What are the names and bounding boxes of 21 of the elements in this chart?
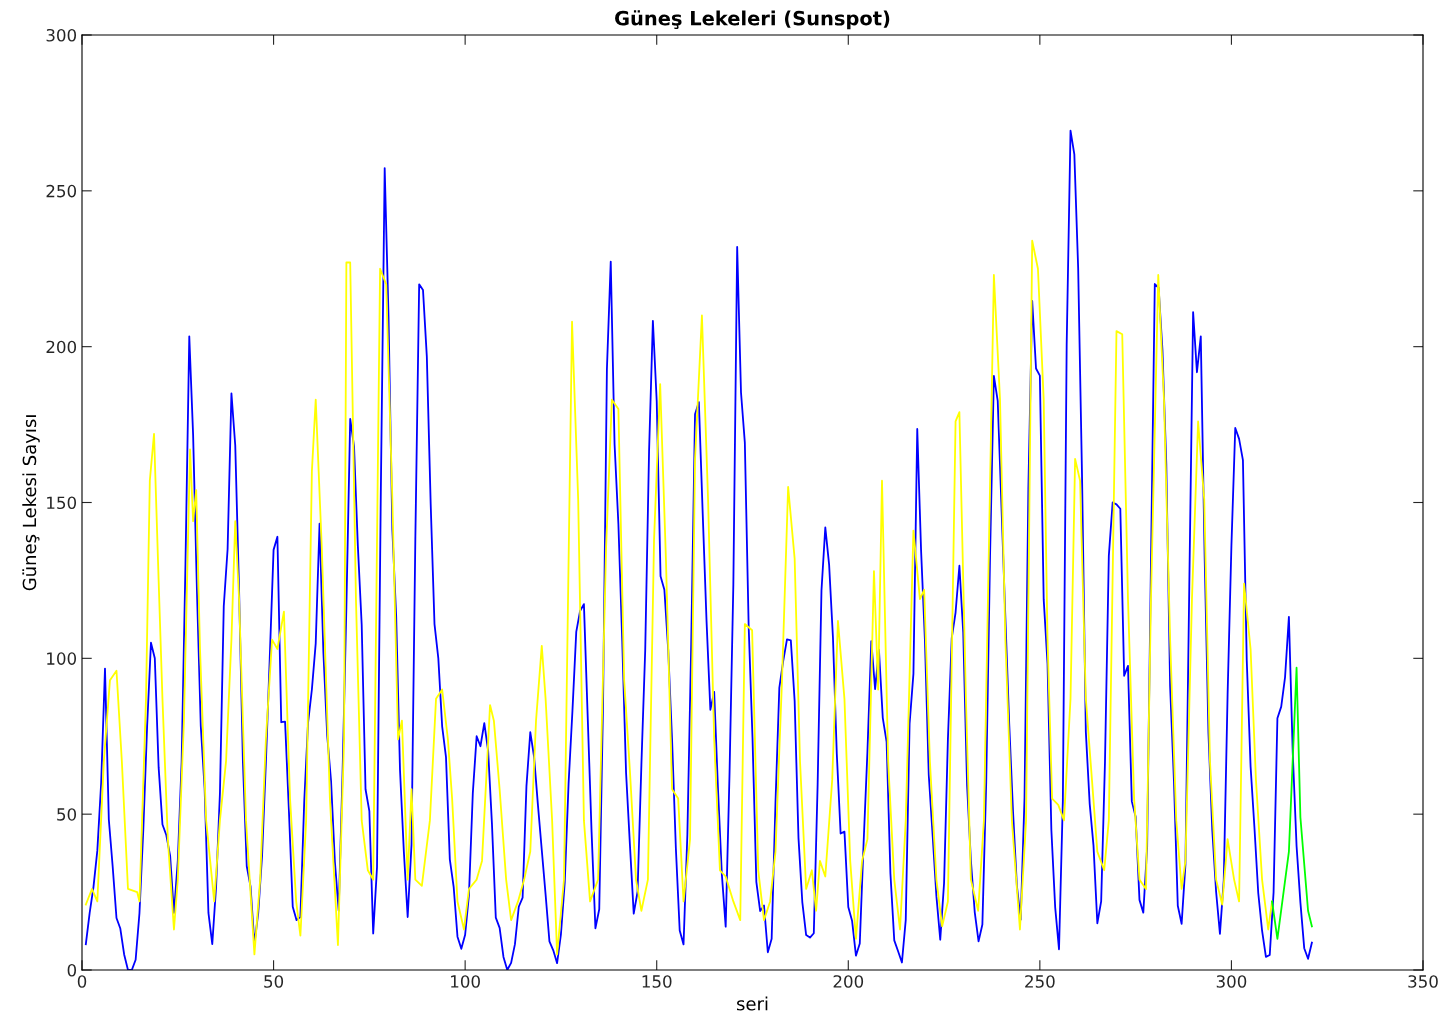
x-tick-label: 150	[642, 975, 672, 988]
y-tick-label: 150	[47, 496, 77, 510]
x-axis-title: seri	[737, 996, 768, 1011]
y-tick-label: 200	[46, 340, 77, 354]
line-series	[1271, 666, 1313, 940]
y-tick-label: 0	[67, 963, 77, 977]
x-tick-label: 250	[1025, 975, 1055, 988]
x-tick-label: 300	[1216, 975, 1247, 988]
line-series	[84, 239, 1273, 956]
y-tick-label: 50	[57, 808, 77, 821]
y-tick-label: 250	[46, 184, 77, 198]
line-series	[84, 129, 1313, 970]
y-tick-label: 300	[46, 28, 77, 42]
x-tick-label: 200	[833, 975, 864, 988]
x-tick-label: 50	[264, 975, 284, 988]
y-tick-label: 100	[47, 652, 77, 665]
x-tick-label: 100	[451, 975, 480, 988]
x-tick-label: 0	[77, 975, 87, 988]
chart-title: Güneş Lekeleri (Sunspot)	[615, 10, 890, 30]
x-tick-label: 350	[1408, 975, 1438, 988]
y-axis-title: Güneş Lekesi Sayısı	[22, 415, 40, 591]
